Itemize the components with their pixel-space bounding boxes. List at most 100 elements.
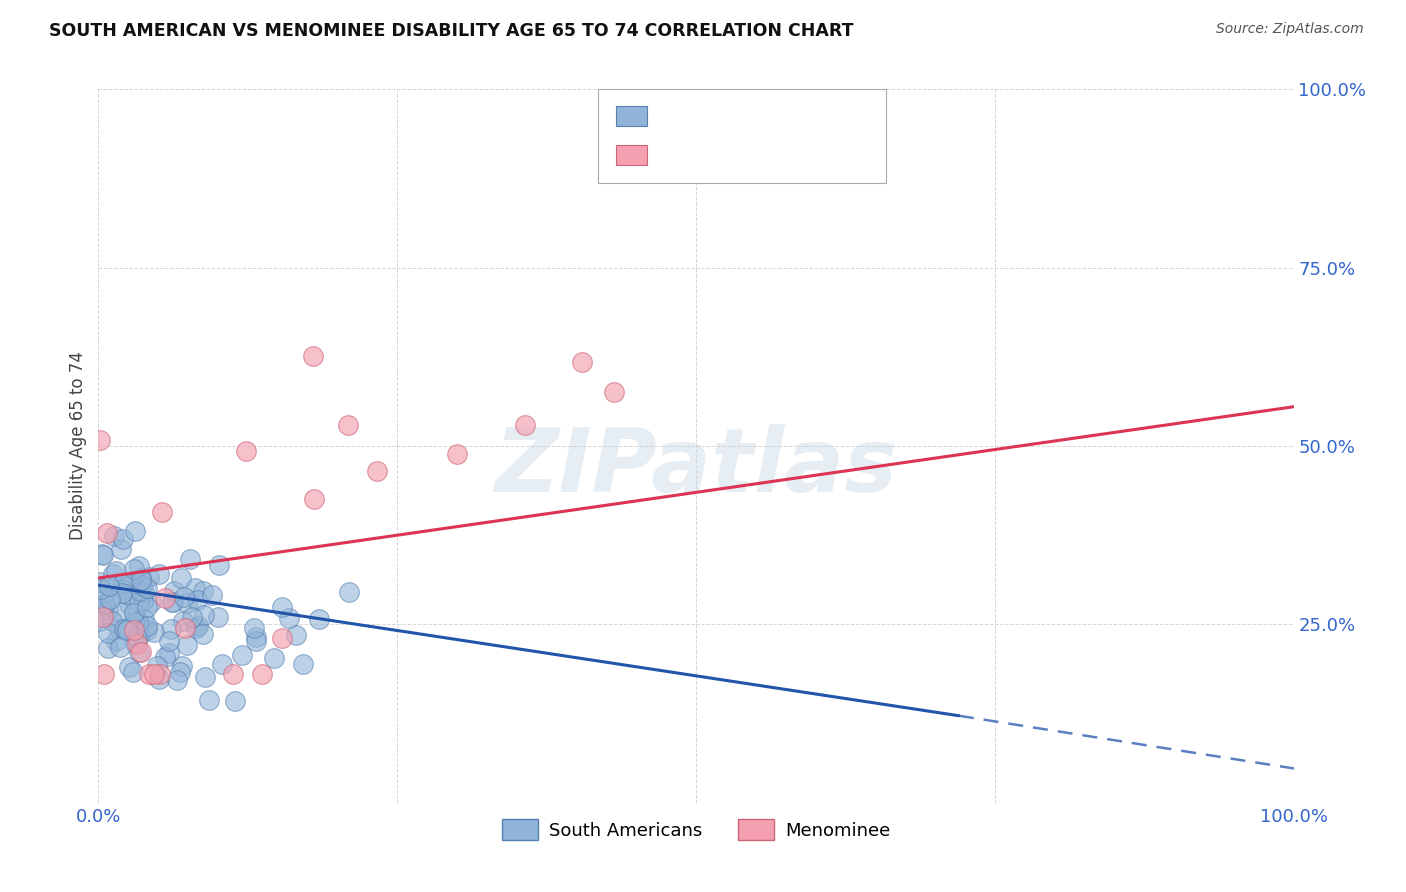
Point (176, 596, 198, 610)
Point (108, 605, 131, 619)
Point (136, 581, 159, 595)
Point (111, 575, 134, 590)
Point (100, 615, 122, 629)
Point (162, 595, 184, 609)
Point (148, 672, 170, 686)
Point (235, 443, 257, 458)
Point (146, 658, 169, 673)
Point (118, 598, 141, 612)
Point (271, 631, 294, 645)
Text: ZIPatlas: ZIPatlas (495, 424, 897, 511)
Point (197, 692, 219, 706)
Point (94, 597, 117, 611)
Point (191, 584, 214, 599)
Point (127, 615, 149, 630)
Point (91, 607, 114, 621)
Point (105, 564, 128, 578)
Point (122, 665, 145, 680)
Point (118, 578, 141, 592)
Point (117, 577, 139, 591)
Point (166, 673, 188, 688)
Point (291, 657, 314, 671)
Point (194, 670, 217, 684)
Point (179, 552, 201, 566)
Point (91, 603, 114, 617)
Point (128, 645, 150, 659)
Point (170, 571, 193, 585)
Point (108, 640, 131, 655)
Point (163, 584, 186, 599)
Point (97, 603, 120, 617)
Point (128, 628, 150, 642)
Point (128, 558, 150, 573)
Point (172, 614, 194, 628)
Point (155, 591, 177, 605)
Point (132, 586, 155, 600)
Text: SOUTH AMERICAN VS MENOMINEE DISABILITY AGE 65 TO 74 CORRELATION CHART: SOUTH AMERICAN VS MENOMINEE DISABILITY A… (49, 22, 853, 40)
Point (108, 622, 131, 636)
Point (308, 612, 330, 626)
Point (157, 646, 180, 660)
Point (222, 667, 245, 681)
Point (111, 532, 134, 546)
Point (200, 588, 222, 602)
Point (112, 622, 135, 636)
Point (122, 562, 145, 576)
Point (122, 623, 145, 637)
Point (127, 614, 149, 628)
Point (148, 566, 170, 581)
Point (337, 584, 360, 599)
Point (118, 659, 141, 673)
Point (131, 578, 153, 592)
Point (127, 631, 149, 645)
Point (91, 548, 114, 562)
Point (173, 590, 195, 604)
Point (124, 615, 146, 630)
Point (176, 638, 198, 652)
Point (153, 650, 176, 665)
Point (231, 648, 253, 662)
Point (89, 574, 111, 589)
Point (211, 657, 233, 672)
Point (115, 623, 138, 637)
Point (97, 626, 120, 640)
Point (245, 630, 267, 644)
Point (89, 434, 111, 448)
Point (142, 667, 165, 681)
Point (136, 624, 159, 638)
Point (207, 610, 229, 624)
Point (160, 622, 183, 636)
Point (93, 667, 115, 681)
Text: Source: ZipAtlas.com: Source: ZipAtlas.com (1216, 22, 1364, 37)
Point (136, 618, 159, 632)
Point (170, 658, 193, 673)
Point (263, 651, 285, 665)
Point (129, 645, 152, 659)
Point (336, 417, 359, 432)
Point (515, 418, 537, 433)
Point (174, 621, 197, 635)
Point (96, 525, 118, 540)
Point (117, 623, 139, 637)
Point (103, 529, 125, 543)
Point (136, 599, 159, 614)
Point (129, 573, 152, 587)
Point (143, 624, 166, 639)
Text: R = -0.431   N = 108: R = -0.431 N = 108 (655, 105, 877, 125)
Point (191, 627, 214, 641)
Point (366, 464, 388, 478)
Point (162, 595, 184, 609)
Text: R =  0.422   N =   25: R = 0.422 N = 25 (655, 145, 876, 164)
Point (149, 667, 172, 681)
Point (91, 548, 114, 562)
Point (129, 571, 152, 585)
Point (301, 350, 323, 364)
Point (181, 609, 204, 624)
Point (129, 583, 152, 598)
Point (224, 694, 246, 708)
Point (446, 447, 468, 461)
Point (187, 619, 209, 633)
Legend: South Americans, Menominee: South Americans, Menominee (495, 812, 897, 847)
Point (115, 586, 138, 600)
Point (134, 612, 156, 626)
